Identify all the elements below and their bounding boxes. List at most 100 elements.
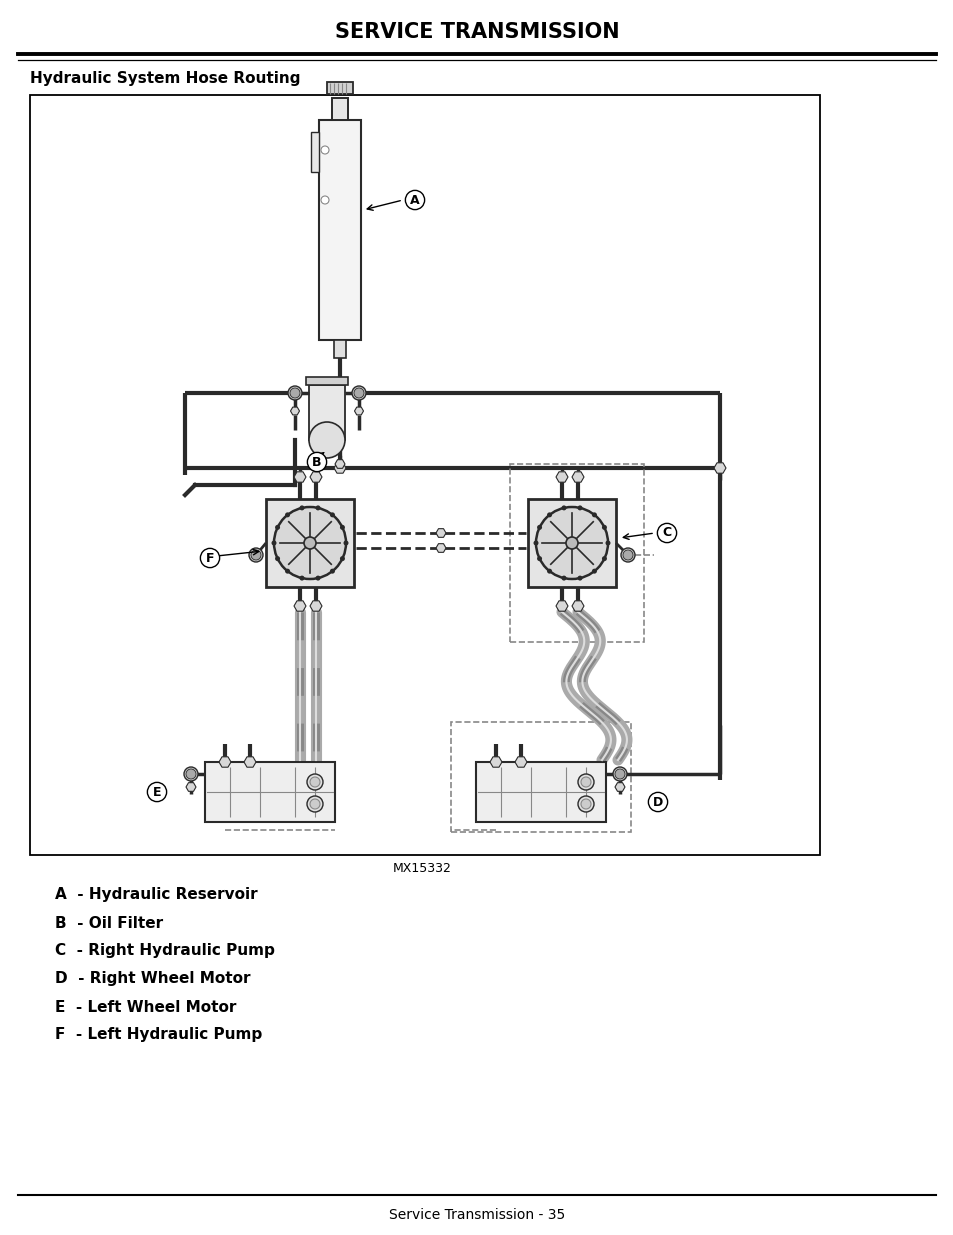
Bar [266,499,354,587]
Circle shape [330,513,335,517]
Circle shape [343,541,348,546]
Polygon shape [310,600,322,611]
Circle shape [601,556,606,561]
Polygon shape [335,459,345,468]
Circle shape [274,508,346,579]
Circle shape [605,541,610,546]
Circle shape [352,387,366,400]
Bar [527,499,616,587]
Polygon shape [219,757,231,767]
Polygon shape [556,600,567,611]
Circle shape [591,568,597,573]
Polygon shape [244,757,255,767]
Circle shape [304,537,315,550]
Circle shape [613,767,626,781]
Circle shape [307,797,323,811]
Polygon shape [355,408,363,415]
Text: F  - Left Hydraulic Pump: F - Left Hydraulic Pump [55,1028,262,1042]
Circle shape [285,568,290,573]
Circle shape [546,568,552,573]
Text: D: D [652,795,662,809]
Text: F: F [206,552,214,564]
Circle shape [251,550,261,559]
Circle shape [536,508,607,579]
Polygon shape [334,463,346,473]
Bar [205,762,335,823]
Circle shape [537,556,541,561]
Circle shape [580,799,590,809]
Circle shape [330,568,335,573]
Bar [332,98,348,120]
Bar [309,385,345,440]
Circle shape [339,525,345,530]
Circle shape [546,513,552,517]
Circle shape [184,767,198,781]
Polygon shape [294,600,306,611]
Polygon shape [713,463,725,473]
Text: B: B [312,456,321,468]
Bar [306,377,348,385]
Circle shape [307,774,323,790]
Polygon shape [291,408,299,415]
Circle shape [577,505,582,510]
Circle shape [580,777,590,787]
Circle shape [299,505,304,510]
Circle shape [533,541,537,546]
Text: B  - Oil Filter: B - Oil Filter [55,915,163,930]
Text: E  - Left Wheel Motor: E - Left Wheel Motor [55,999,236,1014]
Circle shape [537,525,541,530]
Circle shape [578,797,594,811]
Circle shape [274,525,280,530]
Text: Service Transmission - 35: Service Transmission - 35 [389,1208,564,1221]
Circle shape [186,769,195,779]
Polygon shape [294,472,306,482]
Circle shape [285,513,290,517]
Polygon shape [556,472,567,482]
Text: A  - Hydraulic Reservoir: A - Hydraulic Reservoir [55,888,257,903]
Polygon shape [515,757,526,767]
Bar [476,762,605,823]
Polygon shape [572,600,583,611]
Circle shape [591,513,597,517]
Circle shape [577,576,582,580]
Text: D  - Right Wheel Motor: D - Right Wheel Motor [55,972,251,987]
Circle shape [561,505,566,510]
Bar [451,722,630,832]
Polygon shape [572,472,583,482]
Circle shape [565,537,578,550]
Circle shape [288,387,302,400]
Circle shape [290,388,299,398]
Bar [311,132,318,172]
Circle shape [578,774,594,790]
Circle shape [339,556,345,561]
Text: SERVICE TRANSMISSION: SERVICE TRANSMISSION [335,22,618,42]
Circle shape [310,777,319,787]
Circle shape [315,505,320,510]
Circle shape [299,576,304,580]
Text: E: E [152,785,161,799]
Polygon shape [436,529,446,537]
Circle shape [272,541,276,546]
Circle shape [320,146,329,154]
Circle shape [310,799,319,809]
Circle shape [561,576,566,580]
Polygon shape [490,757,501,767]
Text: C  - Right Hydraulic Pump: C - Right Hydraulic Pump [55,944,274,958]
Text: MX15332: MX15332 [392,862,451,874]
Circle shape [320,196,329,204]
Polygon shape [436,543,446,552]
Circle shape [615,769,624,779]
Polygon shape [310,472,322,482]
Circle shape [315,576,320,580]
Text: A: A [410,194,419,206]
Circle shape [249,548,263,562]
Circle shape [601,525,606,530]
Circle shape [354,388,364,398]
Bar [30,95,820,855]
Circle shape [309,422,345,458]
Bar [334,340,346,358]
Circle shape [622,550,633,559]
Circle shape [620,548,635,562]
Bar [327,82,353,94]
Polygon shape [615,783,624,792]
